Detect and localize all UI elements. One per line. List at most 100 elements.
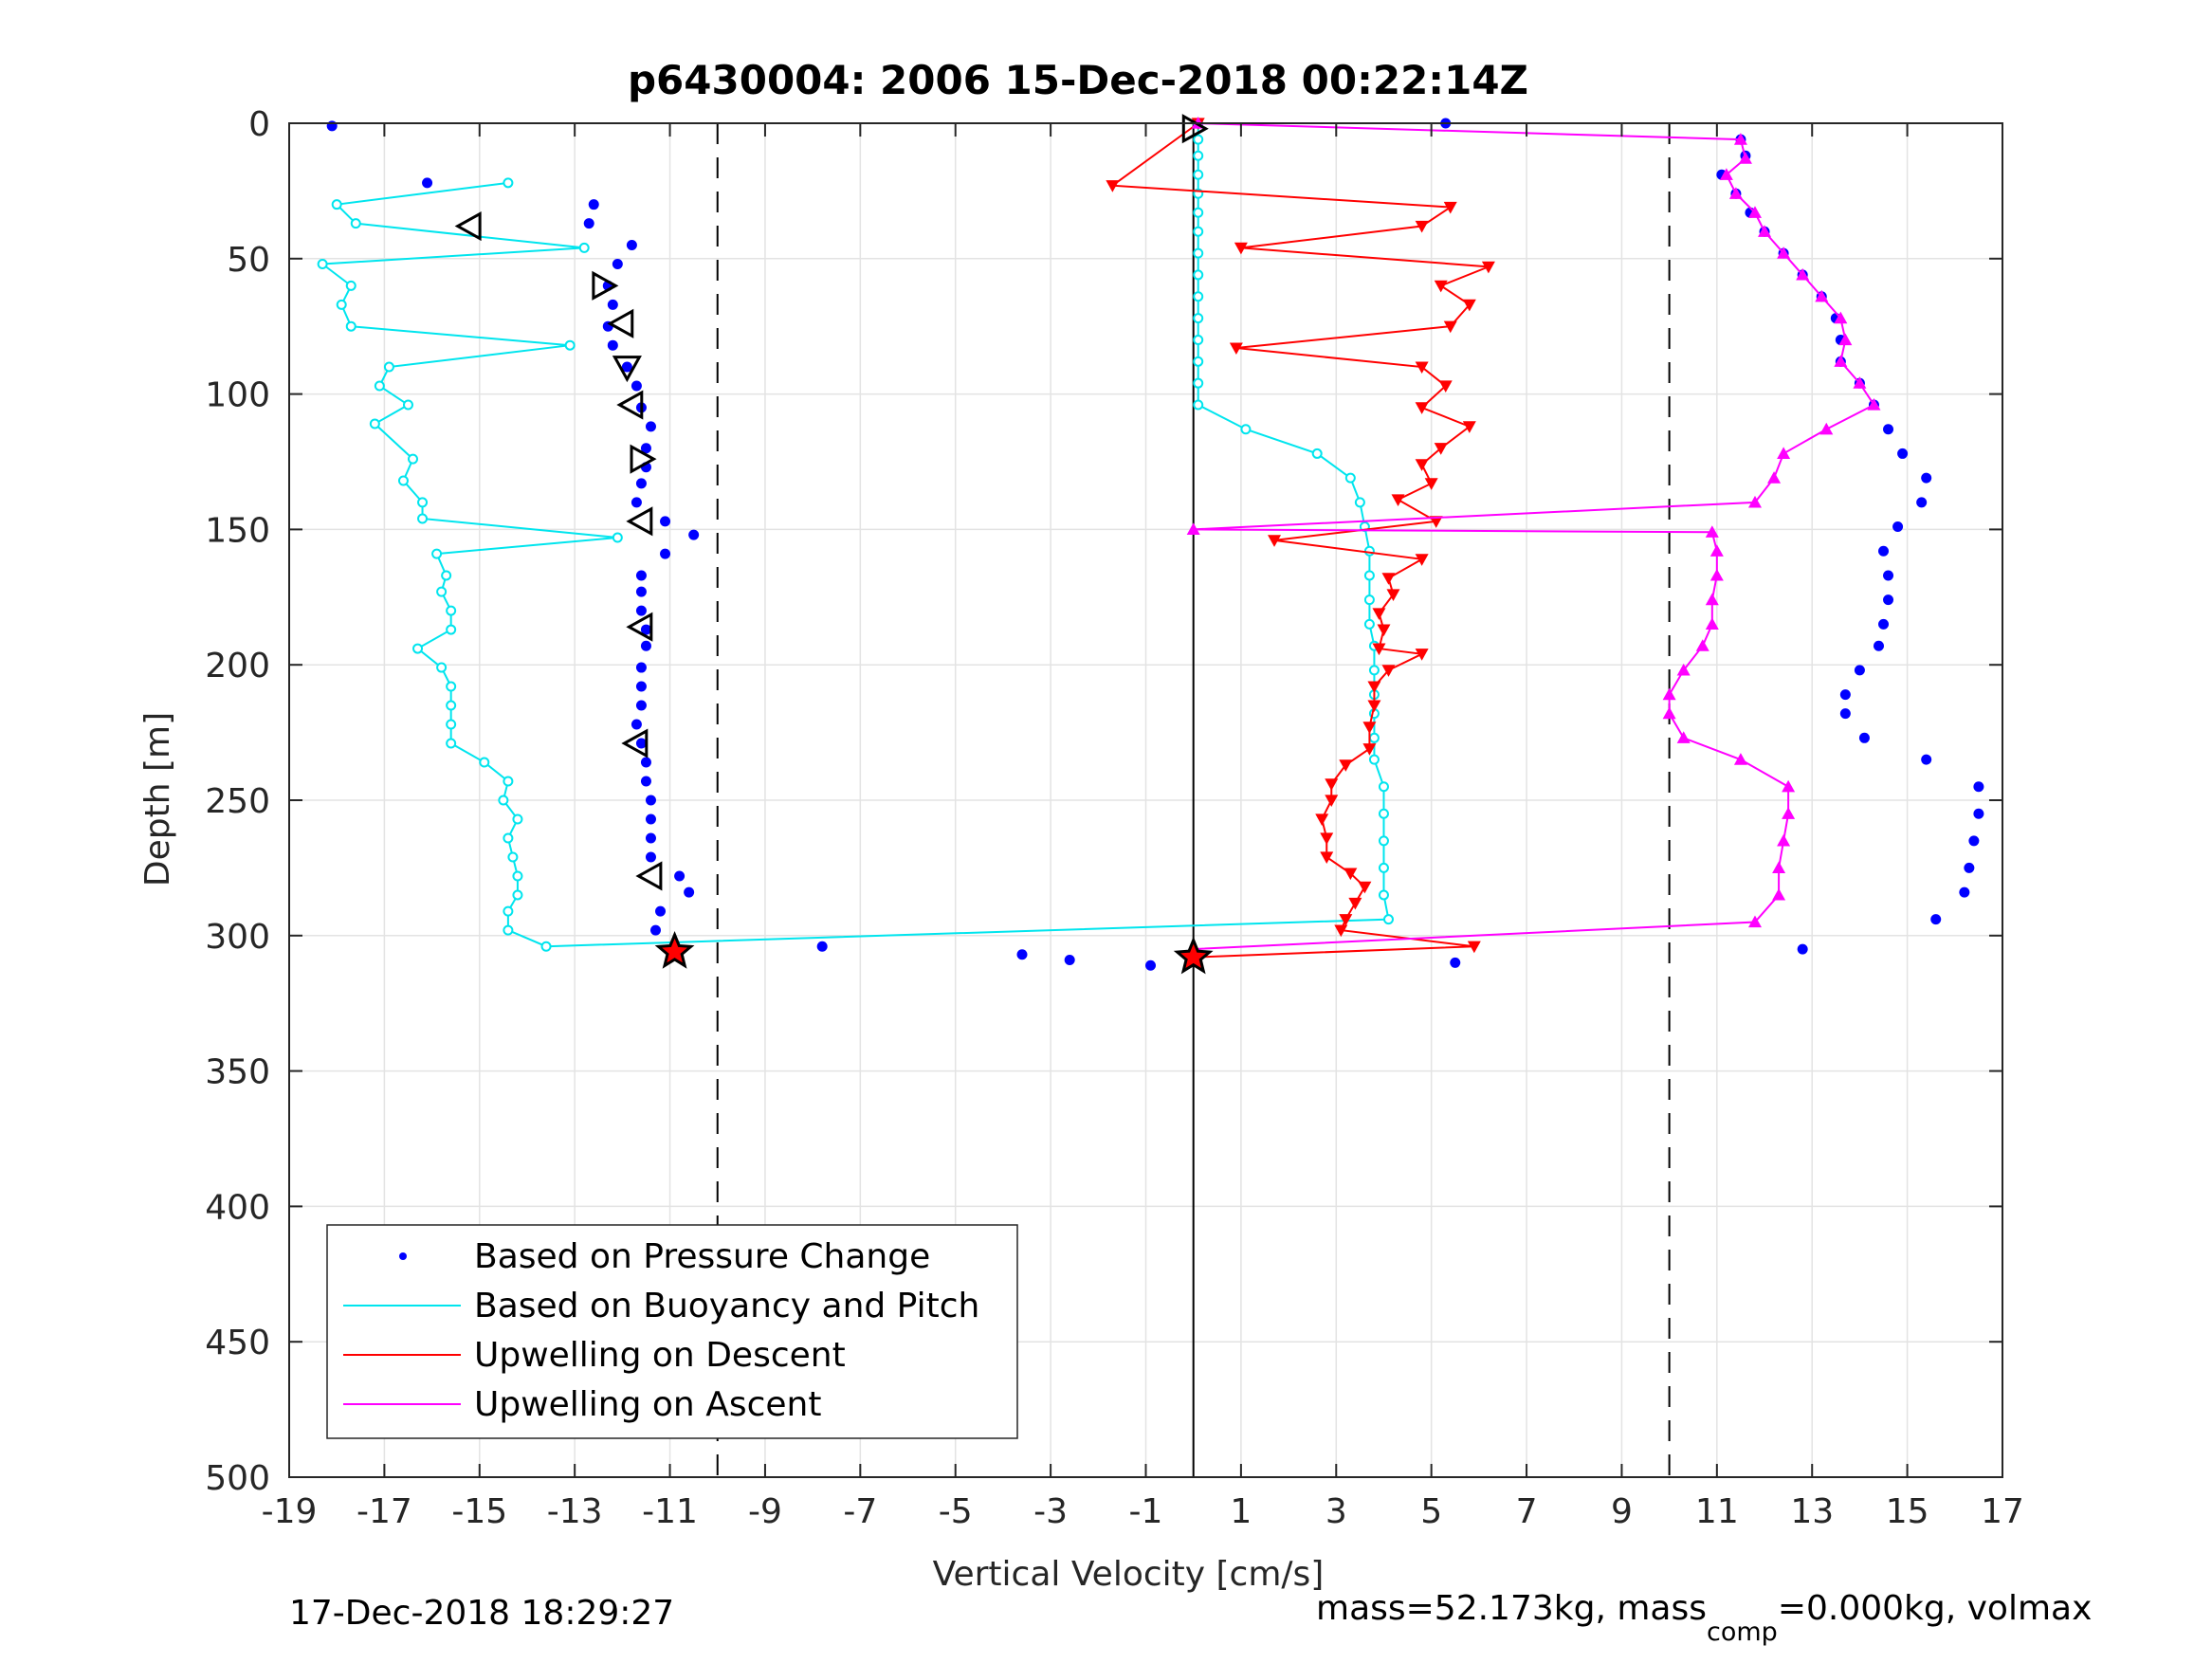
marker-triangle	[607, 308, 634, 338]
data-point	[331, 199, 342, 210]
legend-label: Based on Buoyancy and Pitch	[474, 1287, 979, 1325]
data-point	[1709, 568, 1724, 581]
data-point	[503, 905, 514, 917]
data-point	[1362, 743, 1377, 756]
data-point	[1193, 150, 1204, 161]
data-point	[1193, 169, 1204, 180]
data-point	[640, 757, 651, 768]
data-point	[503, 832, 514, 844]
data-point	[1854, 665, 1865, 676]
legend-label: Upwelling on Ascent	[474, 1385, 821, 1424]
data-point	[1883, 594, 1894, 606]
data-point	[1193, 399, 1204, 411]
x-tick-label: 7	[1516, 1492, 1538, 1531]
data-point	[1434, 280, 1448, 293]
data-point	[1193, 377, 1204, 389]
data-point	[1016, 949, 1028, 960]
data-point	[640, 443, 651, 454]
data-point	[612, 532, 623, 543]
data-point	[660, 548, 671, 559]
x-axis-label: Vertical Velocity [cm/s]	[933, 1555, 1325, 1594]
data-point	[631, 380, 642, 392]
data-point	[1733, 753, 1747, 765]
data-point	[635, 478, 647, 489]
data-point	[1348, 897, 1362, 910]
data-point	[1443, 201, 1457, 214]
data-point	[635, 586, 647, 597]
data-point	[1921, 754, 1932, 765]
data-point	[626, 240, 637, 251]
x-tick-label: 17	[1981, 1492, 2024, 1531]
data-point	[1438, 380, 1453, 393]
data-point	[1858, 732, 1870, 743]
data-point	[645, 421, 656, 432]
legend-item: Based on Pressure Change	[399, 1237, 930, 1276]
data-point	[1325, 778, 1339, 791]
data-point	[1325, 795, 1339, 807]
chart-title: p6430004: 2006 15-Dec-2018 00:22:14Z	[628, 57, 1528, 103]
marker-triangle	[635, 861, 663, 891]
x-tick-label: -3	[1033, 1492, 1068, 1531]
x-tick-label: 9	[1611, 1492, 1633, 1531]
data-point	[1368, 732, 1380, 743]
data-point	[1782, 807, 1796, 819]
data-point	[631, 719, 642, 730]
footer-mass-tail: =0.000kg, volmax	[1778, 1589, 2093, 1628]
data-point	[1193, 226, 1204, 237]
data-point	[1415, 220, 1429, 233]
data-point	[1378, 862, 1389, 873]
data-point	[397, 475, 409, 486]
footer-timestamp: 17-Dec-2018 18:29:27	[289, 1594, 674, 1633]
data-point	[1676, 663, 1691, 676]
data-point	[1415, 554, 1429, 566]
data-point	[1705, 617, 1719, 630]
data-point	[660, 516, 671, 527]
data-point	[1381, 665, 1396, 677]
data-point	[1240, 424, 1252, 435]
y-tick-label: 0	[248, 105, 270, 144]
data-point	[1481, 261, 1495, 274]
data-point	[1386, 589, 1400, 601]
data-point	[1367, 700, 1381, 713]
data-point	[1378, 781, 1389, 793]
data-point	[1772, 861, 1786, 873]
data-point	[1853, 376, 1867, 389]
series-0	[326, 118, 1984, 971]
data-point	[645, 832, 656, 844]
legend-item: Upwelling on Descent	[343, 1336, 846, 1375]
data-point	[1363, 570, 1375, 581]
data-point	[1424, 478, 1438, 490]
data-point	[1415, 361, 1429, 375]
data-point	[1758, 225, 1772, 237]
data-point	[640, 776, 651, 787]
data-point	[1883, 424, 1894, 435]
x-tick-label: -19	[262, 1492, 318, 1531]
data-point	[1378, 808, 1389, 819]
x-tick-label: 1	[1230, 1492, 1252, 1531]
data-point	[446, 700, 457, 711]
data-point	[1747, 915, 1762, 928]
data-point	[1344, 472, 1356, 484]
data-point	[1705, 525, 1719, 538]
y-tick-label: 200	[205, 647, 270, 685]
legend: Based on Pressure Change Based on Buoyanc…	[326, 1224, 1018, 1439]
data-point	[1434, 443, 1448, 455]
data-point	[564, 339, 576, 351]
data-point	[1145, 959, 1157, 971]
data-point	[635, 738, 647, 749]
data-point	[1959, 886, 1970, 898]
x-tick-label: -1	[1129, 1492, 1163, 1531]
data-point	[1363, 618, 1375, 630]
x-tick-label: -15	[451, 1492, 507, 1531]
data-point	[503, 177, 514, 189]
data-point	[1695, 639, 1709, 651]
data-point	[1339, 759, 1353, 772]
data-point	[436, 586, 448, 597]
data-point	[498, 795, 509, 806]
series-5	[654, 930, 1214, 975]
data-point	[1839, 708, 1851, 720]
data-point	[1796, 267, 1810, 281]
data-point	[1838, 333, 1853, 346]
marker-triangle	[454, 210, 482, 242]
marker-triangle	[626, 506, 653, 537]
